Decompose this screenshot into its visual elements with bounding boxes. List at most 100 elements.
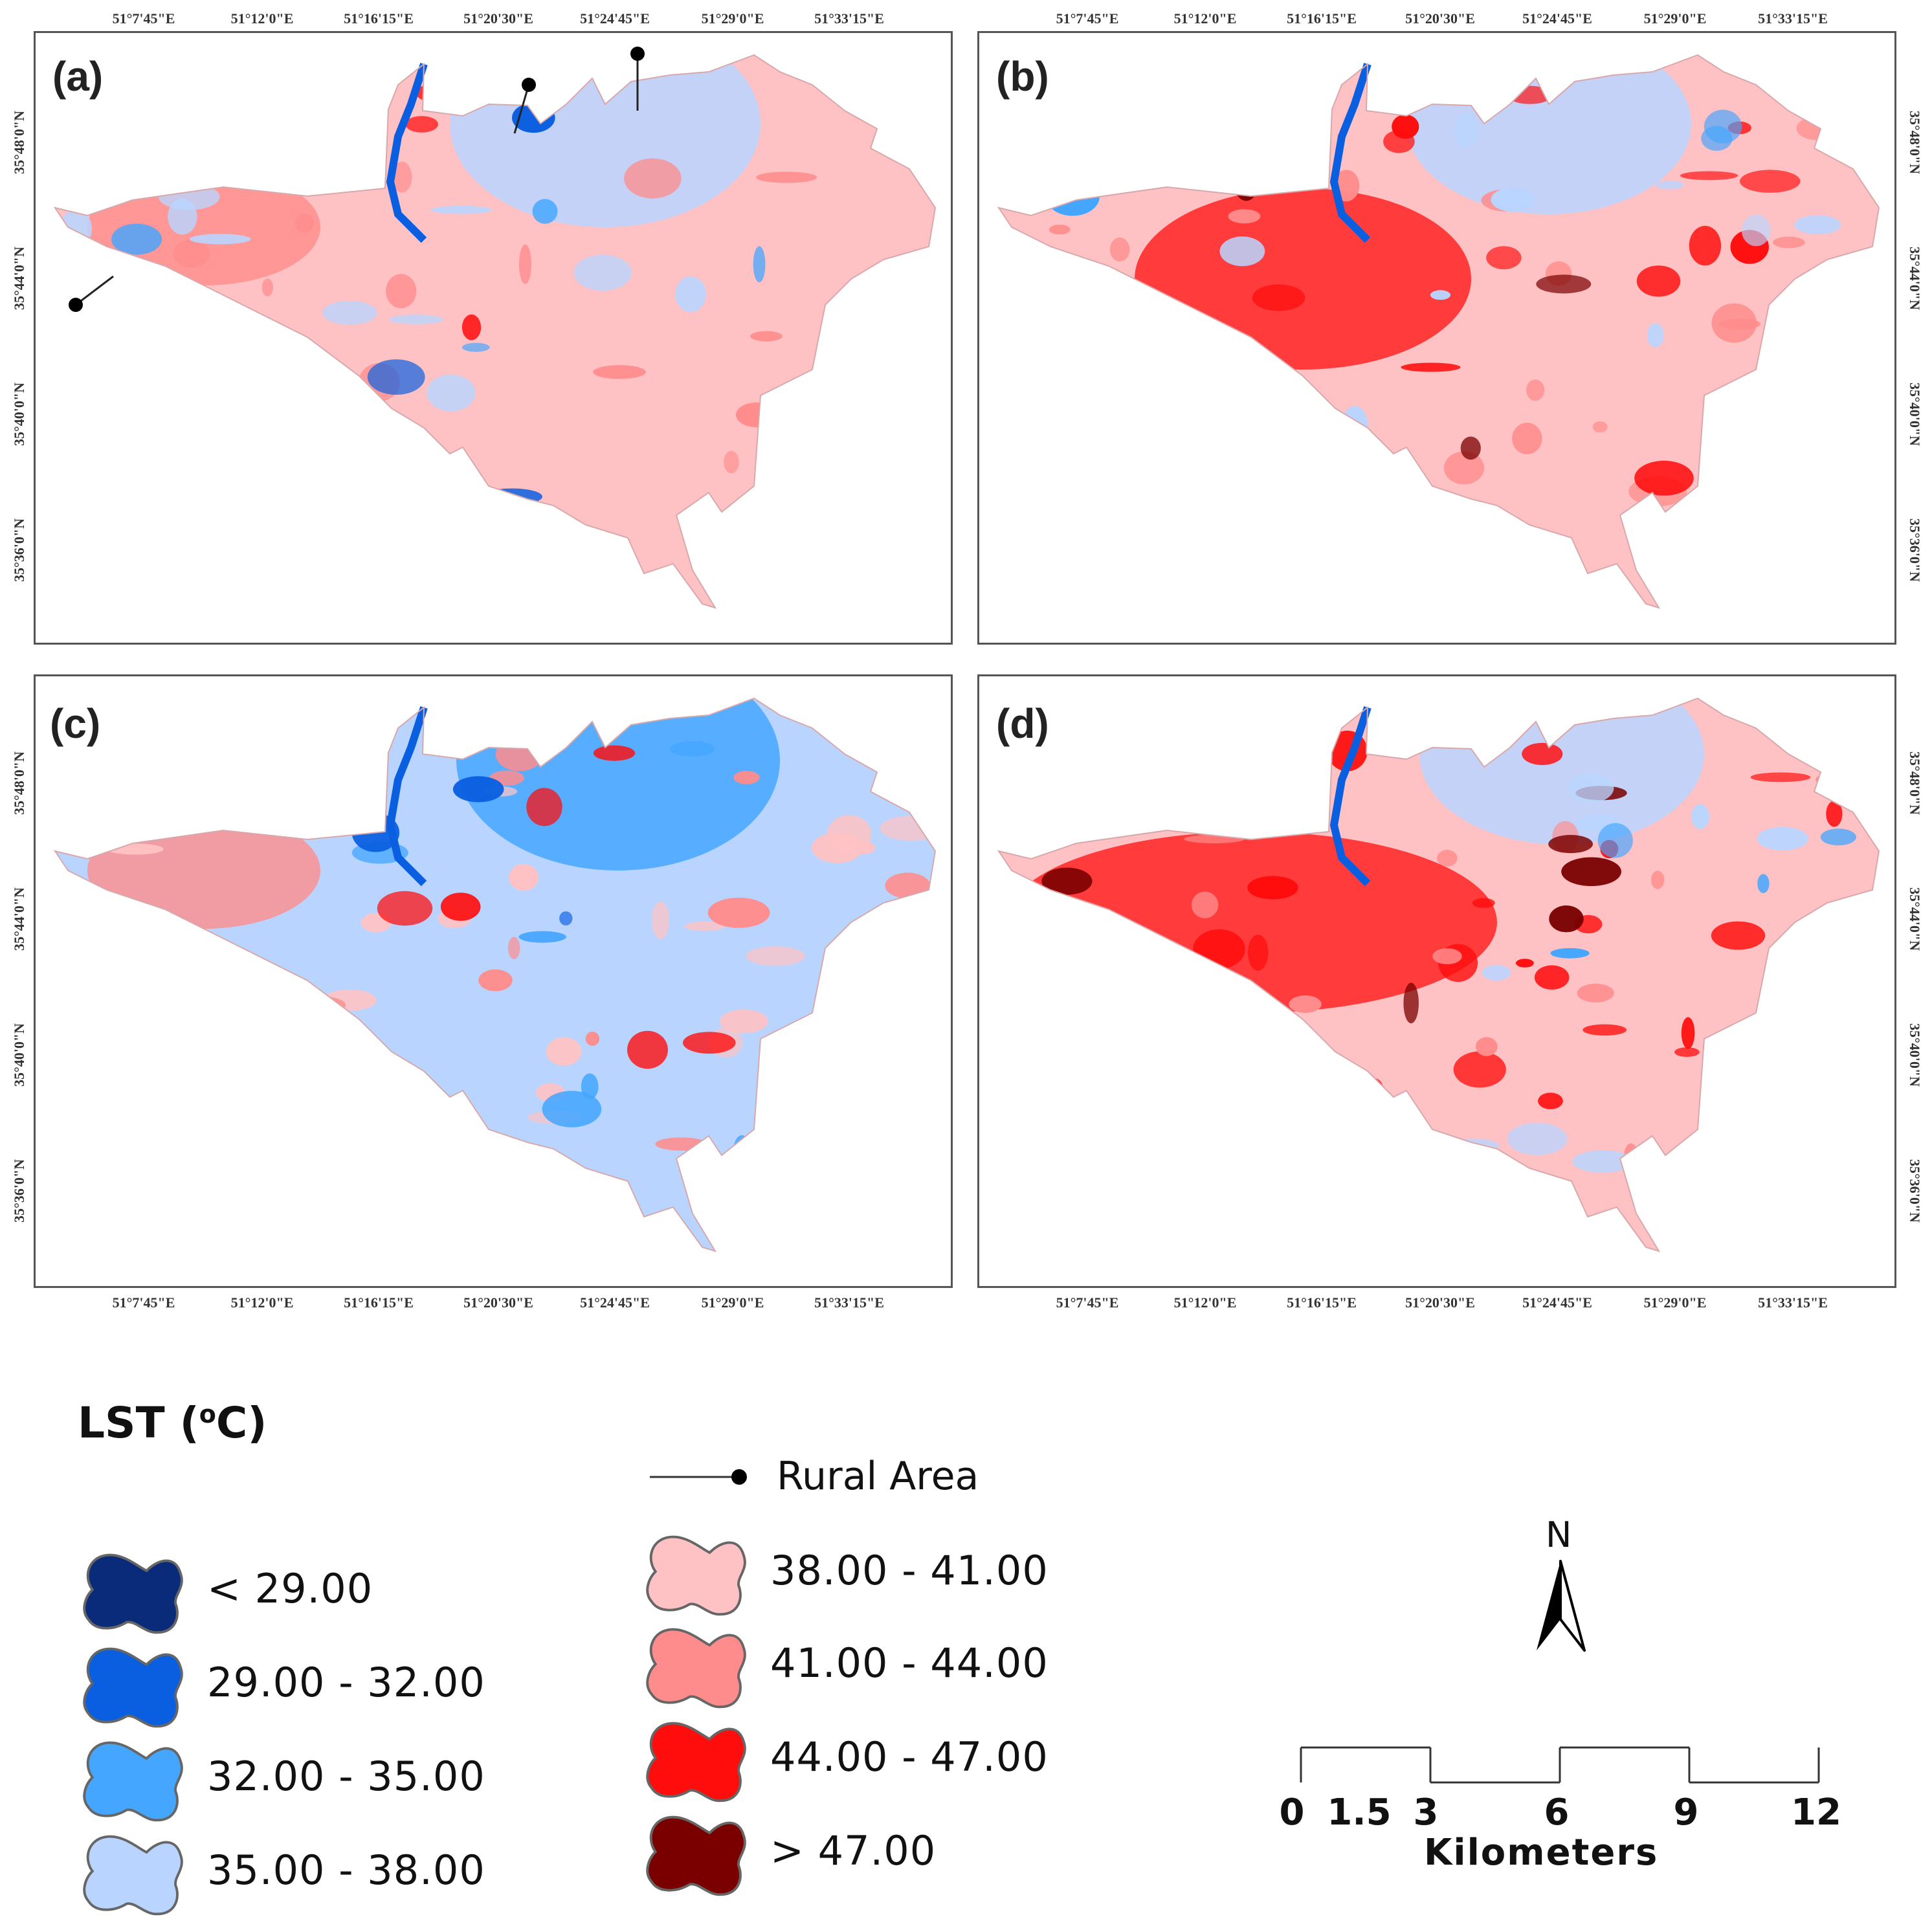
legend-item: 32.00 - 35.00 xyxy=(78,1735,544,1822)
lon-tick-top-a: 51°24'45"E xyxy=(580,10,650,27)
legend-swatch-icon xyxy=(646,1722,746,1803)
lon-tick-top-a: 51°29'0"E xyxy=(701,10,764,27)
map-panel-c: (c) xyxy=(34,674,953,1288)
legend-label: 29.00 - 32.00 xyxy=(207,1659,485,1706)
lst-map-b xyxy=(997,54,1880,609)
rural-area-leader xyxy=(513,84,530,134)
lon-tick-bottom-d: 51°20'30"E xyxy=(1405,1294,1475,1311)
legend-item: < 29.00 xyxy=(78,1547,544,1634)
lst-raster xyxy=(55,698,935,1251)
lst-map-c xyxy=(53,697,937,1252)
panel-label-d: (d) xyxy=(996,700,1049,747)
lon-tick-top-b: 51°7'45"E xyxy=(1056,10,1119,27)
lon-tick-bottom-d: 51°29'0"E xyxy=(1643,1294,1707,1311)
legend-swatch-icon xyxy=(83,1835,183,1916)
legend-label: 38.00 - 41.00 xyxy=(770,1547,1049,1594)
legend-label: 32.00 - 35.00 xyxy=(207,1753,485,1800)
scale-tick-label: 0 xyxy=(1279,1791,1305,1834)
legend-item: 44.00 - 47.00 xyxy=(641,1715,1107,1803)
lat-tick-right-d: 35°48'0"N xyxy=(1907,751,1923,815)
north-arrow-icon xyxy=(1537,1560,1586,1652)
lon-tick-top-a: 51°33'15"E xyxy=(814,10,884,27)
lon-tick-top-b: 51°12'0"E xyxy=(1173,10,1237,27)
lat-tick-right-d: 35°40'0"N xyxy=(1907,1023,1923,1087)
lat-tick-right-b: 35°44'0"N xyxy=(1907,246,1923,311)
lat-tick-left-a: 35°44'0"N xyxy=(11,246,27,311)
scale-tick-label: 1.5 xyxy=(1327,1791,1392,1834)
panel-label-c: (c) xyxy=(50,700,101,747)
legend-swatch-icon xyxy=(83,1553,183,1634)
legend-item: 41.00 - 44.00 xyxy=(641,1621,1107,1709)
lon-tick-bottom-d: 51°12'0"E xyxy=(1173,1294,1237,1311)
rural-area-marker-icon xyxy=(650,1469,747,1485)
lon-tick-top-a: 51°7'45"E xyxy=(112,10,175,27)
legend-swatch-icon xyxy=(646,1628,746,1709)
legend-label: 35.00 - 38.00 xyxy=(207,1847,485,1894)
lst-map-a xyxy=(53,47,937,609)
lon-tick-top-b: 51°33'15"E xyxy=(1758,10,1828,27)
legend-item: 38.00 - 41.00 xyxy=(641,1529,1107,1616)
lat-tick-left-c: 35°36'0"N xyxy=(11,1159,27,1223)
lst-raster xyxy=(999,55,1879,608)
legend-swatch-icon xyxy=(646,1535,746,1616)
lat-tick-left-a: 35°36'0"N xyxy=(11,518,27,582)
map-panel-d: (d) xyxy=(977,674,1896,1288)
lon-tick-bottom-d: 51°33'15"E xyxy=(1758,1294,1828,1311)
lon-tick-bottom-c: 51°29'0"E xyxy=(701,1294,764,1311)
scale-unit: Kilometers xyxy=(1424,1832,1659,1874)
rural-area-marker xyxy=(630,47,645,61)
lon-tick-top-b: 51°16'15"E xyxy=(1287,10,1357,27)
lat-tick-right-d: 35°36'0"N xyxy=(1907,1159,1923,1223)
legend-label: > 47.00 xyxy=(770,1827,937,1874)
lat-tick-left-a: 35°48'0"N xyxy=(11,110,27,175)
lon-tick-bottom-c: 51°16'15"E xyxy=(344,1294,414,1311)
lon-tick-top-a: 51°20'30"E xyxy=(463,10,533,27)
rural-area-marker xyxy=(522,78,536,92)
legend-title: LST (oC) xyxy=(78,1398,267,1448)
rural-area-label: Rural Area xyxy=(777,1454,979,1499)
legend-label: 41.00 - 44.00 xyxy=(770,1639,1049,1687)
lon-tick-bottom-c: 51°24'45"E xyxy=(580,1294,650,1311)
lat-tick-left-c: 35°44'0"N xyxy=(11,887,27,951)
legend-swatch-icon xyxy=(83,1647,183,1728)
lst-raster xyxy=(55,55,935,608)
legend-item: 29.00 - 32.00 xyxy=(78,1641,544,1728)
lon-tick-top-b: 51°29'0"E xyxy=(1643,10,1707,27)
lon-tick-bottom-c: 51°7'45"E xyxy=(112,1294,175,1311)
north-label: N xyxy=(1546,1514,1572,1555)
city-boundary xyxy=(997,54,1880,609)
lon-tick-top-a: 51°16'15"E xyxy=(344,10,414,27)
lat-tick-left-a: 35°40'0"N xyxy=(11,382,27,447)
legend-label: 44.00 - 47.00 xyxy=(770,1733,1049,1780)
city-boundary xyxy=(53,697,937,1252)
lst-map-d xyxy=(997,697,1880,1252)
river-channel xyxy=(1329,63,1371,243)
river-channel xyxy=(1329,706,1371,887)
lat-tick-right-d: 35°44'0"N xyxy=(1907,887,1923,951)
legend-item: 35.00 - 38.00 xyxy=(78,1828,544,1916)
river-channel xyxy=(386,63,428,243)
legend-item: > 47.00 xyxy=(641,1809,1107,1896)
lon-tick-bottom-d: 51°24'45"E xyxy=(1522,1294,1592,1311)
lat-tick-right-b: 35°36'0"N xyxy=(1907,518,1923,582)
city-boundary xyxy=(997,697,1880,1252)
scale-tick-label: 9 xyxy=(1673,1791,1699,1834)
scale-tick-label: 3 xyxy=(1413,1791,1439,1834)
rural-area-marker xyxy=(69,298,83,312)
rural-area-leader xyxy=(75,275,114,306)
lat-tick-right-b: 35°48'0"N xyxy=(1907,110,1923,175)
scale-tick-label: 6 xyxy=(1544,1791,1570,1834)
lon-tick-bottom-d: 51°7'45"E xyxy=(1056,1294,1119,1311)
map-panel-b: (b) xyxy=(977,31,1896,645)
lon-tick-bottom-c: 51°20'30"E xyxy=(463,1294,533,1311)
river-channel xyxy=(386,706,428,887)
legend-label: < 29.00 xyxy=(207,1565,373,1612)
lat-tick-left-c: 35°40'0"N xyxy=(11,1023,27,1087)
lat-tick-right-b: 35°40'0"N xyxy=(1907,382,1923,447)
legend-swatch-icon xyxy=(83,1741,183,1822)
map-panel-a: (a) xyxy=(34,31,953,645)
legend-swatch-icon xyxy=(646,1815,746,1896)
scale-tick-label: 12 xyxy=(1791,1791,1841,1834)
lon-tick-bottom-c: 51°12'0"E xyxy=(230,1294,294,1311)
lon-tick-top-b: 51°20'30"E xyxy=(1405,10,1475,27)
